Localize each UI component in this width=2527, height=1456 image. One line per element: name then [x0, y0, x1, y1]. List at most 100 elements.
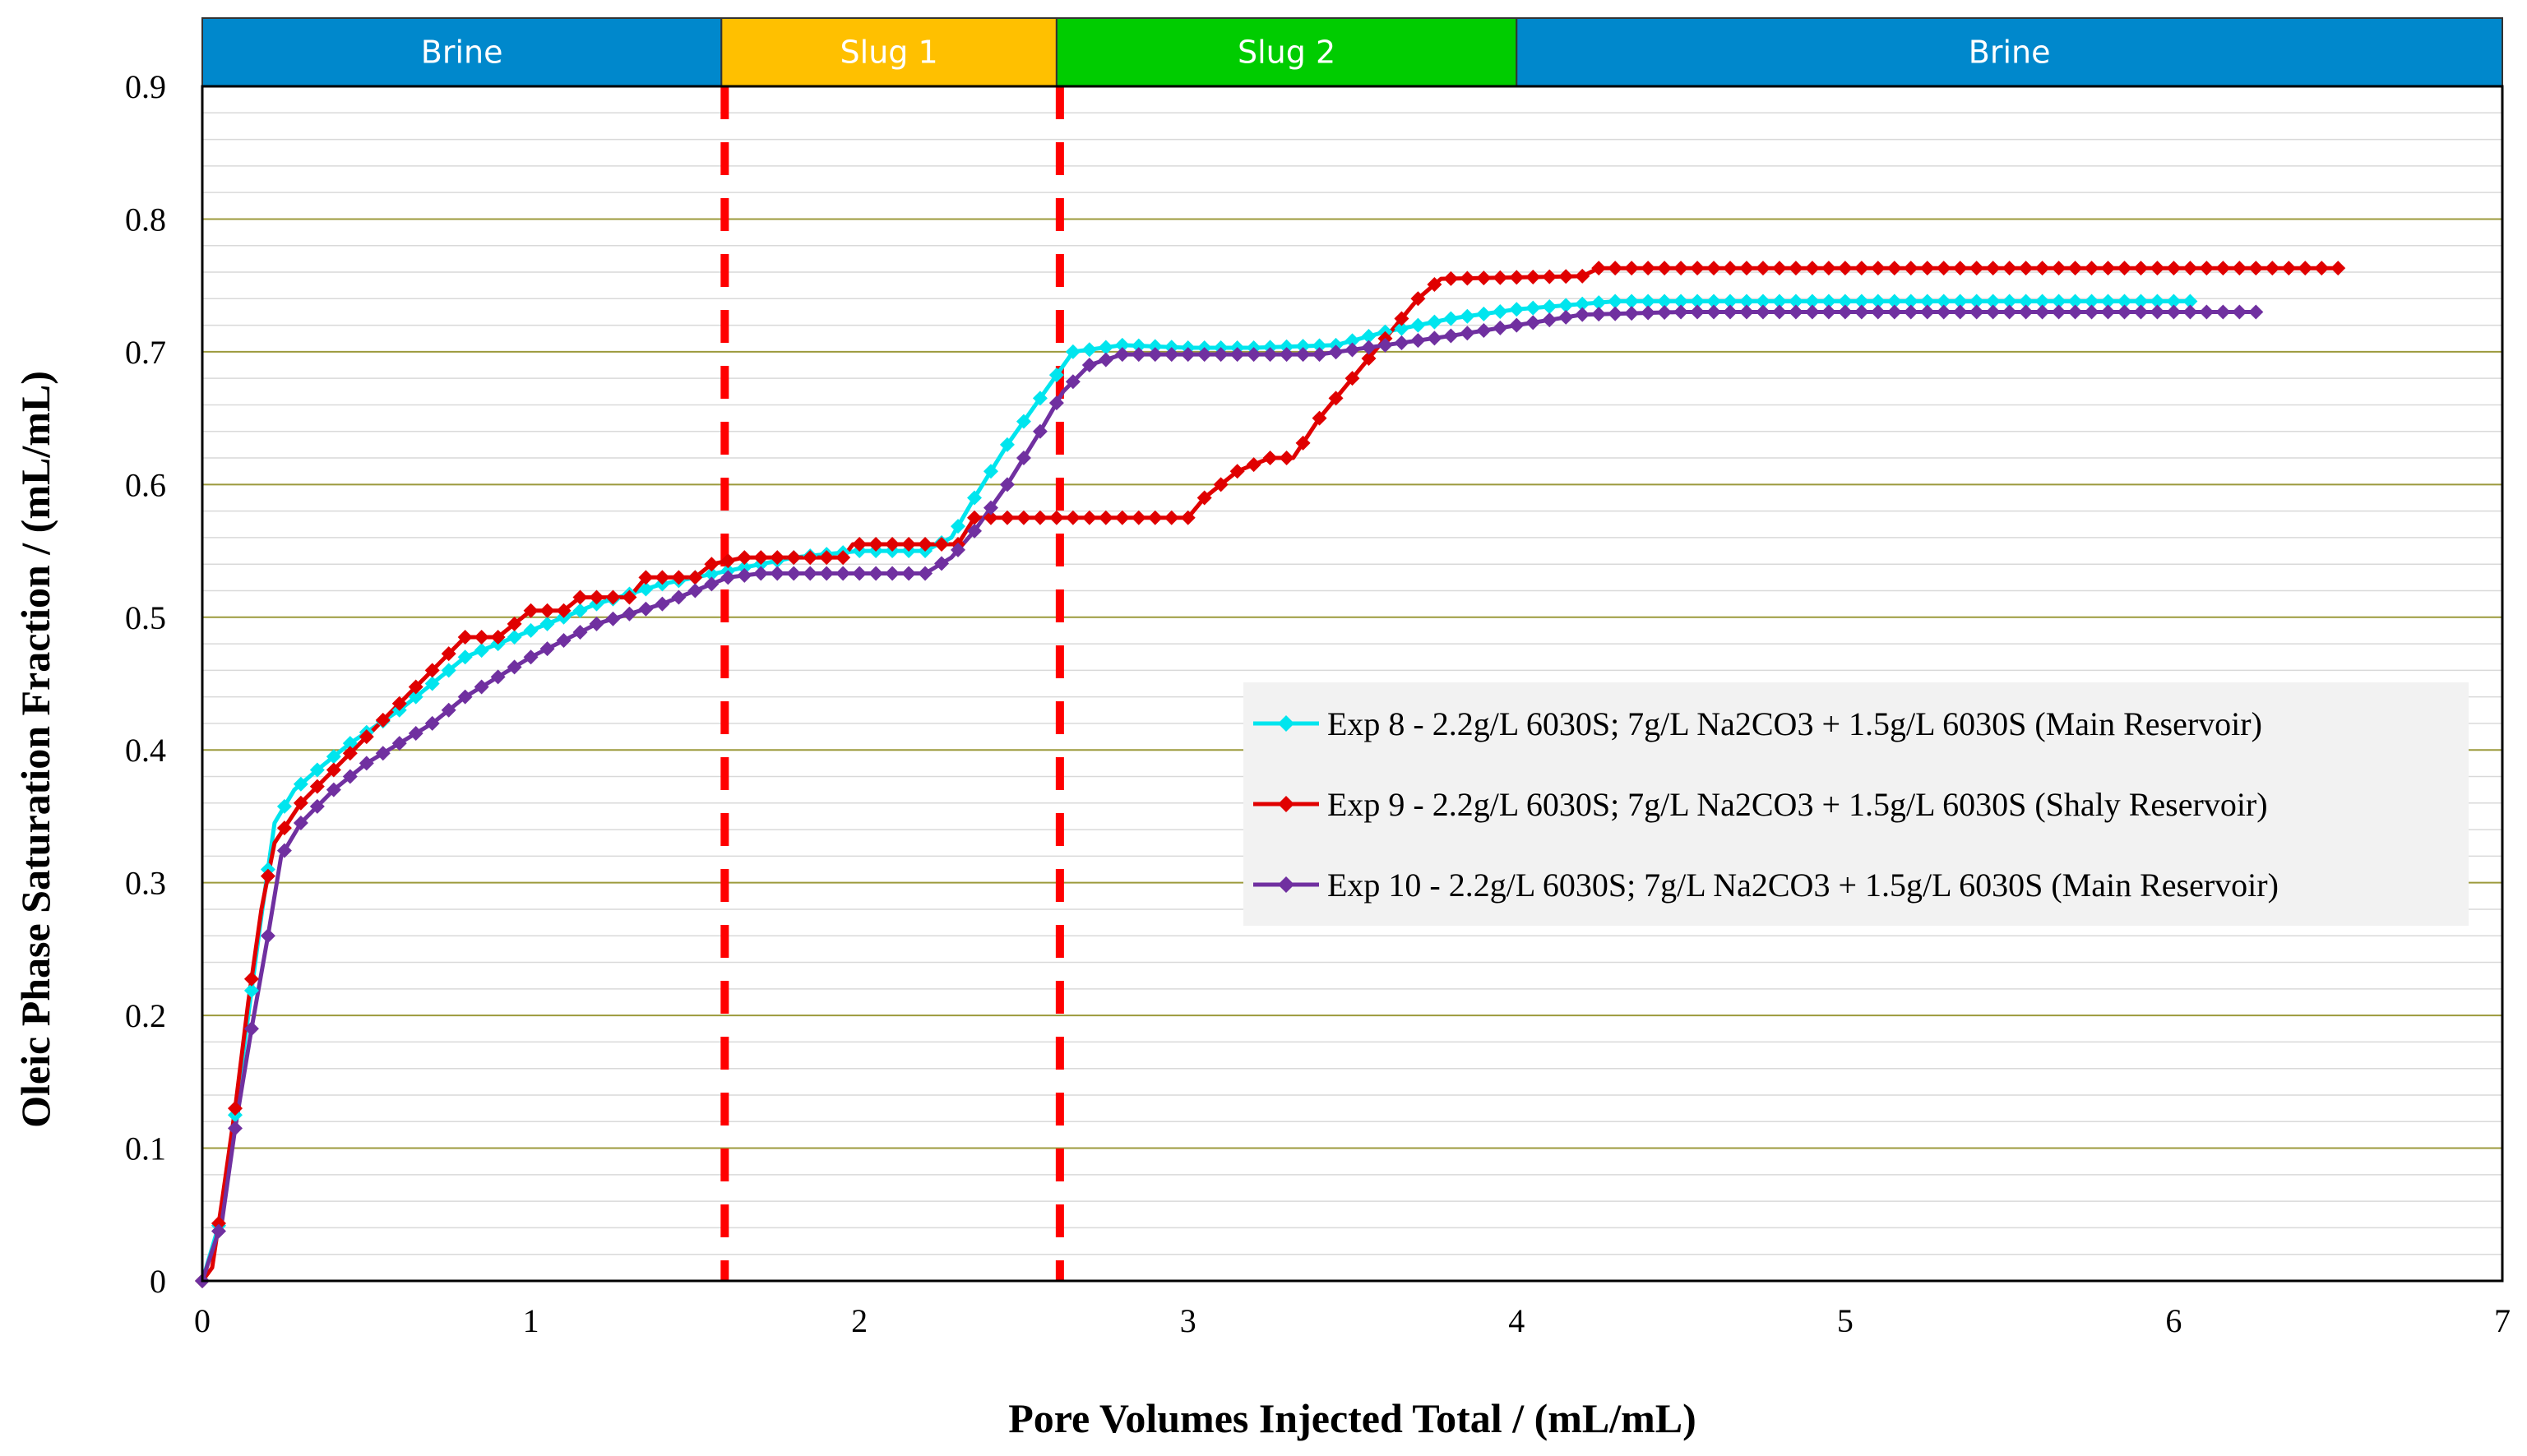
series-marker — [1903, 304, 1918, 320]
phase-label: Slug 1 — [840, 35, 938, 71]
series-marker — [309, 762, 325, 778]
series-marker — [2051, 261, 2066, 276]
series-marker — [2248, 261, 2264, 276]
series-marker — [2117, 304, 2132, 320]
series-marker — [1558, 269, 1574, 284]
series-marker — [539, 603, 555, 618]
series-marker — [1081, 510, 1097, 525]
series-marker — [1525, 315, 1541, 330]
series-marker — [572, 603, 588, 618]
series-marker — [375, 712, 391, 728]
series-marker — [1114, 347, 1130, 363]
series-marker — [2199, 304, 2215, 320]
series-marker — [408, 726, 423, 742]
series-marker — [1919, 294, 1935, 309]
series-layer — [195, 261, 2346, 1288]
series-marker — [243, 1021, 259, 1037]
series-marker — [1032, 510, 1048, 525]
legend-swatch-marker — [1278, 796, 1294, 812]
series-marker — [1262, 451, 1278, 466]
series-marker — [1969, 304, 1984, 320]
series-marker — [1771, 261, 1787, 276]
series-marker — [1131, 347, 1146, 363]
series-marker — [1460, 326, 1475, 341]
series-marker — [1361, 329, 1377, 344]
series-marker — [1624, 294, 1640, 309]
series-marker — [901, 566, 917, 581]
series-marker — [1328, 391, 1344, 406]
series-marker — [770, 566, 785, 581]
series-marker — [1821, 294, 1836, 309]
series-marker — [1870, 294, 1886, 309]
series-marker — [342, 769, 358, 784]
series-marker — [1246, 347, 1261, 363]
series-marker — [326, 749, 341, 765]
series-marker — [786, 566, 802, 581]
series-marker — [1837, 304, 1853, 320]
series-marker — [1229, 464, 1245, 479]
series-marker — [1493, 270, 1508, 285]
series-marker — [704, 576, 720, 592]
series-marker — [391, 696, 407, 711]
series-marker — [2084, 304, 2099, 320]
series-marker — [1460, 308, 1475, 324]
series-marker — [457, 689, 473, 705]
series-marker — [1575, 296, 1590, 312]
series-marker — [1279, 339, 1294, 354]
series-marker — [1196, 490, 1212, 506]
series-marker — [737, 560, 752, 575]
x-tick-label: 6 — [2165, 1302, 2182, 1339]
series-marker — [342, 736, 358, 751]
series-marker — [2117, 261, 2132, 276]
series-marker — [2034, 294, 2050, 309]
series-marker — [1114, 510, 1130, 525]
series-marker — [211, 1223, 226, 1239]
series-marker — [1837, 294, 1853, 309]
series-marker — [1936, 294, 1951, 309]
series-marker — [934, 536, 950, 552]
series-marker — [1427, 330, 1442, 346]
series-marker — [1854, 294, 1869, 309]
series-marker — [1952, 304, 1968, 320]
series-marker — [1509, 317, 1525, 333]
series-marker — [2199, 261, 2215, 276]
series-marker — [1229, 347, 1245, 363]
series-marker — [1147, 510, 1163, 525]
phase-bar: Brine Slug 1 Slug 2 Brine — [201, 17, 2503, 87]
series-marker — [983, 500, 998, 515]
series-marker — [1344, 342, 1360, 358]
series-marker — [375, 746, 391, 761]
series-marker — [1427, 277, 1442, 293]
phase-label: Brine — [421, 35, 503, 71]
series-marker — [1755, 261, 1770, 276]
series-marker — [605, 589, 621, 605]
series-marker — [1969, 294, 1984, 309]
series-marker — [737, 567, 752, 583]
series-marker — [2133, 294, 2149, 309]
series-marker — [2051, 304, 2066, 320]
series-marker — [1673, 261, 1689, 276]
series-marker — [2018, 294, 2034, 309]
series-marker — [507, 659, 522, 675]
series-marker — [605, 611, 621, 626]
series-marker — [1295, 435, 1311, 451]
series-marker — [2002, 261, 2017, 276]
series-marker — [704, 566, 720, 582]
series-marker — [1608, 261, 1623, 276]
series-marker — [671, 570, 687, 585]
series-marker — [2232, 261, 2247, 276]
series-marker — [1985, 304, 2001, 320]
series-marker — [737, 550, 752, 566]
series-marker — [1328, 344, 1344, 360]
series-marker — [1804, 261, 1820, 276]
series-marker — [1738, 294, 1754, 309]
series-marker — [1443, 328, 1459, 344]
series-marker — [638, 601, 654, 617]
tick-labels: 0 1 2 3 4 5 6 7 0 0.1 0.2 0.3 0.4 0.5 0.6 0.7 0.8 0.9 — [125, 68, 2511, 1339]
y-tick-label: 0.1 — [125, 1130, 166, 1167]
series-marker — [1788, 294, 1803, 309]
series-marker — [2133, 261, 2149, 276]
series-marker — [2182, 294, 2198, 309]
series-marker — [1985, 261, 2001, 276]
